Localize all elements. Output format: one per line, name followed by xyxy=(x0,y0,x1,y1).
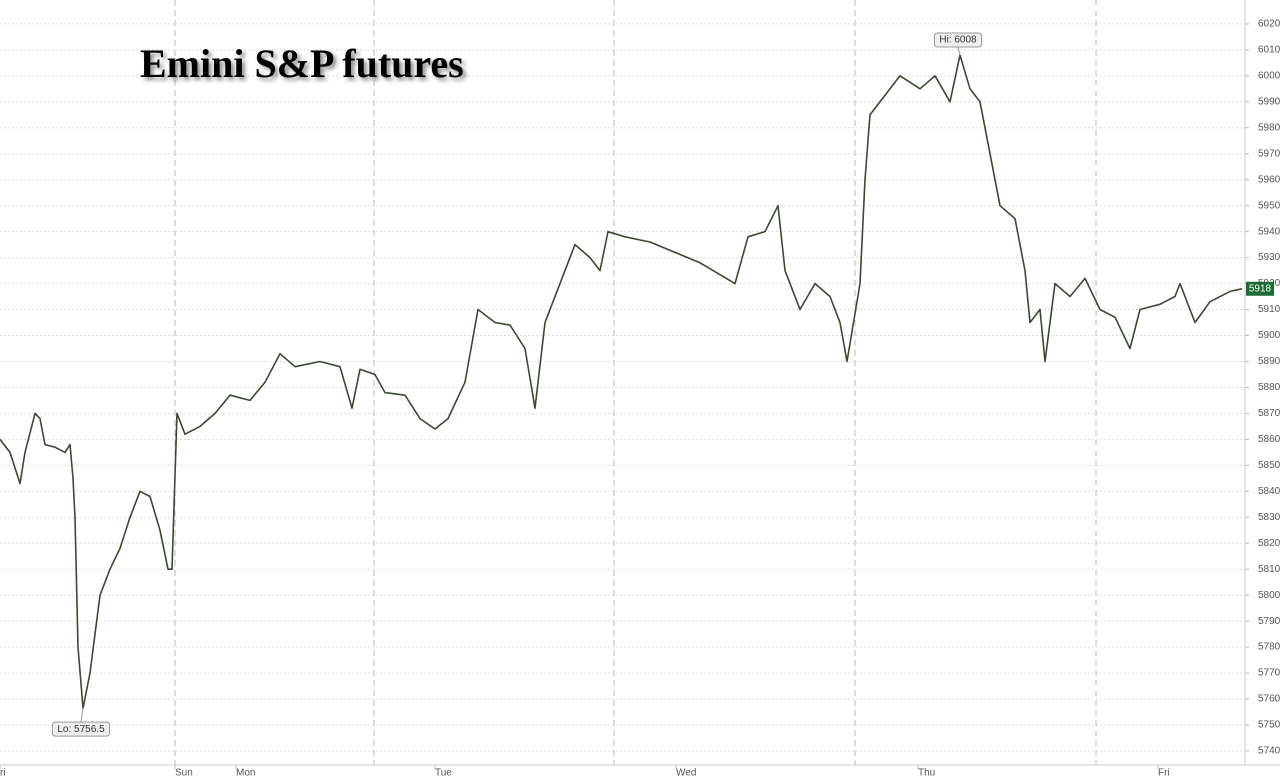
y-tick-label: 5940 xyxy=(1258,226,1280,237)
y-tick-label: 5800 xyxy=(1258,590,1280,601)
x-tick-label: Tue xyxy=(435,768,452,779)
y-tick-label: 5930 xyxy=(1258,252,1280,263)
plot-area xyxy=(0,0,1245,765)
y-tick-label: 5950 xyxy=(1258,200,1280,211)
annotation-pointer xyxy=(957,46,961,56)
series xyxy=(0,54,1243,709)
y-tick-label: 5850 xyxy=(1258,460,1280,471)
y-tick-label: 5830 xyxy=(1258,512,1280,523)
last-value-label: 5918 xyxy=(1249,283,1272,294)
y-tick-label: 6000 xyxy=(1258,70,1280,81)
x-tick-label: Fri xyxy=(1158,768,1170,779)
y-tick-label: 5740 xyxy=(1258,746,1280,757)
y-tick-label: 5990 xyxy=(1258,96,1280,107)
annotation-pointer xyxy=(80,708,84,723)
x-tick-label: Wed xyxy=(676,768,696,779)
grid xyxy=(0,0,1245,765)
y-tick-label: 6010 xyxy=(1258,44,1280,55)
y-tick-label: 5770 xyxy=(1258,668,1280,679)
annotation-text: Lo: 5756.5 xyxy=(57,724,105,735)
y-tick-label: 5890 xyxy=(1258,356,1280,367)
y-tick-label: 5880 xyxy=(1258,382,1280,393)
annotation-box xyxy=(933,32,983,48)
y-tick-label: 5960 xyxy=(1258,174,1280,185)
y-tick-label: 5780 xyxy=(1258,642,1280,653)
chart-title: Emini S&P futures xyxy=(140,41,464,86)
x-tick-label: Sun xyxy=(175,768,193,779)
y-tick-label: 5810 xyxy=(1258,564,1280,575)
y-tick-label: 6020 xyxy=(1258,19,1280,30)
y-tick-label: 5910 xyxy=(1258,304,1280,315)
y-tick-label: 5860 xyxy=(1258,434,1280,445)
price-line xyxy=(0,54,1243,709)
y-tick-label: 5900 xyxy=(1258,330,1280,341)
x-tick-label: ri xyxy=(0,768,6,779)
y-tick-label: 5970 xyxy=(1258,148,1280,159)
x-tick-label: Thu xyxy=(918,768,935,779)
annotation: Lo: 5756.5 xyxy=(51,721,111,737)
annotation-text: Hi: 6008 xyxy=(939,35,977,46)
last-value-box xyxy=(1246,281,1274,296)
y-tick-label: 5760 xyxy=(1258,694,1280,705)
y-tick-label: 5870 xyxy=(1258,408,1280,419)
y-tick-label: 5820 xyxy=(1258,538,1280,549)
y-tick-label: 5980 xyxy=(1258,122,1280,133)
annotation-box xyxy=(51,721,111,737)
y-tick-label: 5790 xyxy=(1258,616,1280,627)
y-tick-label: 5840 xyxy=(1258,486,1280,497)
x-tick-label: Mon xyxy=(236,768,255,779)
annotation: Hi: 6008 xyxy=(933,32,983,48)
y-tick-label: 5750 xyxy=(1258,720,1280,731)
